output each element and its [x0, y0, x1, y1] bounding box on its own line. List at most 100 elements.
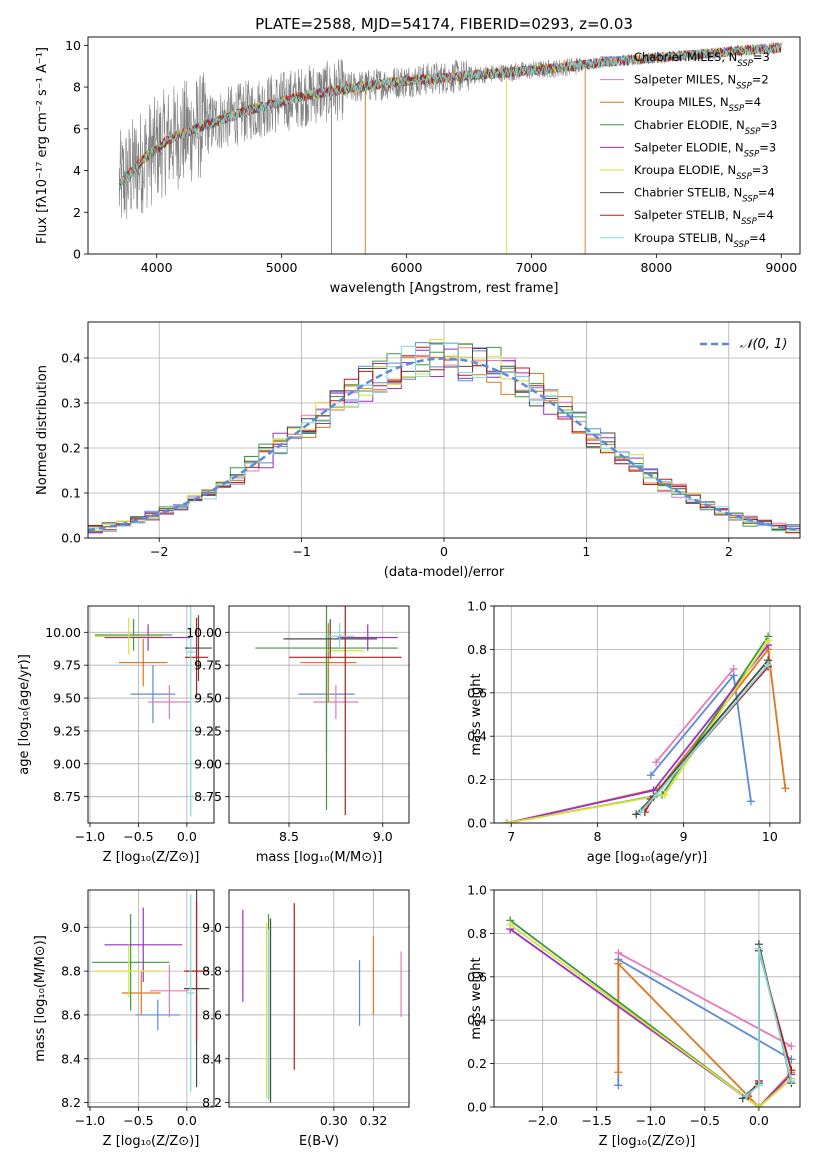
- mass-weight-marker: [741, 1092, 750, 1101]
- age_vs_mass-ytick-label: 8.75: [194, 789, 222, 804]
- mass_vs_ebv-panel: 0.30 0.32 8.2 8.4 8.6 8.8 9.0 E(B-V): [202, 889, 410, 1149]
- residual_hist-ytick-label: 0.0: [61, 531, 81, 546]
- mass-weight-line: [747, 950, 793, 1097]
- residual-histogram: [88, 342, 800, 532]
- mass_vs_Z-xlabel: Z [log₁₀(Z/Z⊙)]: [103, 1134, 200, 1149]
- age_vs_mass-frame: [228, 605, 410, 824]
- residual-histogram: [88, 346, 800, 534]
- age_vs_Z-ytick-label: 8.75: [53, 789, 81, 804]
- mass-weight-line: [617, 952, 792, 1047]
- mass-weight-marker: [764, 660, 773, 669]
- weight_vs_Z-xtick-label: 0.0: [749, 1113, 769, 1128]
- mass-weight-marker: [754, 1081, 763, 1090]
- mass-weight-marker: [787, 1042, 796, 1051]
- residual_hist-xlabel: (data-model)/error: [384, 565, 505, 580]
- normal-legend-label: 𝒩(0, 1): [740, 337, 787, 352]
- legend-subscript: SSP: [744, 149, 760, 159]
- spectrum-xtick-label: 7000: [516, 260, 548, 275]
- mass_vs_ebv-ytick-label: 8.8: [202, 964, 222, 979]
- legend-nssp: =4: [758, 186, 775, 200]
- residual_hist-panel: −2 −1 0 1 2 0.0 0.1 0.2 0.3 0.4 (data-model)/error…: [35, 321, 801, 580]
- age_vs_mass-ytick-label: 10.00: [186, 625, 222, 640]
- age_vs_Z-xtick-label: 0.0: [177, 829, 197, 844]
- weight_vs_Z-ytick-label: 0.2: [467, 1056, 487, 1071]
- weight_vs_Z-frame: [493, 889, 801, 1108]
- observed-spectrum: [118, 57, 582, 220]
- weight_vs_Z-xtick-label: −2.0: [527, 1113, 557, 1128]
- legend-entry: Salpeter STELIB, NSSP=4: [634, 208, 774, 227]
- residual_hist-ytick-label: 0.1: [61, 486, 81, 501]
- age_vs_mass-ytick-label: 9.00: [194, 756, 222, 771]
- model-fit-line: [118, 43, 782, 188]
- mass_vs_ebv-plot-area: [242, 903, 402, 1103]
- legend-subscript: SSP: [736, 82, 752, 92]
- weight_vs_age-ylabel: mass weight: [469, 673, 484, 755]
- mass-weight-line: [655, 668, 735, 763]
- age_vs_Z-xtick-label: −1.0: [75, 829, 105, 844]
- weight_vs_age-frame: [493, 605, 801, 824]
- legend-subscript: SSP: [736, 172, 752, 182]
- mass-weight-marker: [754, 944, 763, 953]
- mass-weight-marker: [781, 784, 790, 793]
- age_vs_Z-ytick-label: 9.00: [53, 756, 81, 771]
- residual_hist-xtick-label: −1: [292, 544, 310, 559]
- mass-weight-line: [506, 644, 769, 823]
- spectrum-ytick-label: 0: [73, 247, 81, 262]
- residual_hist-ylabel: Normed distribution: [35, 365, 50, 495]
- age_vs_Z-plot-area: [94, 606, 213, 817]
- spectrum-xtick-label: 6000: [391, 260, 423, 275]
- mass_vs_Z-ytick-label: 9.0: [61, 920, 81, 935]
- mass-weight-line: [509, 923, 792, 1107]
- mass_vs_ebv-ytick-label: 9.0: [202, 920, 222, 935]
- legend-subscript: SSP: [729, 104, 745, 114]
- legend-subscript: SSP: [745, 127, 761, 137]
- legend-entry: Kroupa STELIB, NSSP=4: [634, 231, 766, 250]
- mass_vs_Z-ytick-label: 8.2: [61, 1095, 81, 1110]
- legend-subscript: SSP: [741, 217, 757, 227]
- figure-title: PLATE=2588, MJD=54174, FIBERID=0293, z=0…: [255, 15, 633, 33]
- mass-weight-marker: [614, 959, 623, 968]
- legend-nssp: =4: [749, 231, 766, 245]
- weight_vs_Z-plot-area: [506, 916, 796, 1107]
- mass-weight-marker: [614, 948, 623, 957]
- age_vs_mass-plot-area: [255, 606, 402, 816]
- age_vs_Z-ylabel: age [log₁₀(age/yr)]: [17, 654, 32, 775]
- weight_vs_age-xlabel: age [log₁₀(age/yr)]: [587, 850, 708, 865]
- age_vs_Z-xlabel: Z [log₁₀(Z/Z⊙)]: [103, 850, 200, 865]
- age_vs_mass-xlabel: mass [log₁₀(M/M⊙)]: [256, 850, 383, 865]
- weight_vs_age-ytick-label: 0.0: [467, 816, 487, 831]
- weight_vs_Z-xtick-label: −0.5: [690, 1113, 720, 1128]
- mass-weight-marker: [652, 758, 661, 767]
- age_vs_mass-panel: 8.5 9.0 8.75 9.00 9.25 9.50 9.75 10.00 mass [log…: [186, 605, 410, 865]
- mass_vs_Z-ytick-label: 8.8: [61, 964, 81, 979]
- legend-subscript: SSP: [734, 240, 750, 250]
- mass-weight-marker: [754, 1103, 763, 1107]
- mass-weight-line: [509, 928, 792, 1107]
- mass-weight-line: [742, 944, 793, 1099]
- mass_vs_Z-plot-area: [91, 890, 210, 1092]
- mass_vs_Z-frame: [87, 889, 215, 1108]
- mass_vs_Z-ylabel: mass [log₁₀(M/M⊙)]: [33, 935, 48, 1062]
- mass-weight-marker: [764, 636, 773, 645]
- mass-weight-line: [745, 948, 793, 1097]
- mass_vs_Z-xtick-label: −0.5: [123, 1113, 153, 1128]
- weight_vs_Z-xlabel: Z [log₁₀(Z/Z⊙)]: [599, 1134, 696, 1149]
- legend-entry: Salpeter MILES, NSSP=2: [634, 73, 769, 92]
- spectrum-ytick-label: 8: [73, 80, 81, 95]
- weight_vs_Z-ytick-label: 0.6: [467, 969, 487, 984]
- mass_vs_Z-xtick-label: −1.0: [75, 1113, 105, 1128]
- legend-subscript: SSP: [742, 195, 758, 205]
- weight_vs_Z-xtick-label: −1.5: [582, 1113, 612, 1128]
- mass-weight-marker: [506, 920, 515, 929]
- mass-weight-marker: [787, 1076, 796, 1085]
- weight_vs_age-plot-area: [502, 632, 790, 823]
- age_vs_Z-ytick-label: 10.00: [45, 625, 81, 640]
- age_vs_mass-ytick-label: 9.25: [194, 723, 222, 738]
- spectrum-xtick-label: 9000: [765, 260, 797, 275]
- weight_vs_age-ytick-label: 0.4: [467, 729, 487, 744]
- spectrum-xlabel: wavelength [Angstrom, rest frame]: [330, 281, 559, 296]
- legend-subscript: SSP: [737, 59, 753, 69]
- spectrum-plot-area: [118, 41, 782, 254]
- residual-histogram: [88, 342, 800, 530]
- age_vs_mass-xtick-label: 9.0: [373, 829, 393, 844]
